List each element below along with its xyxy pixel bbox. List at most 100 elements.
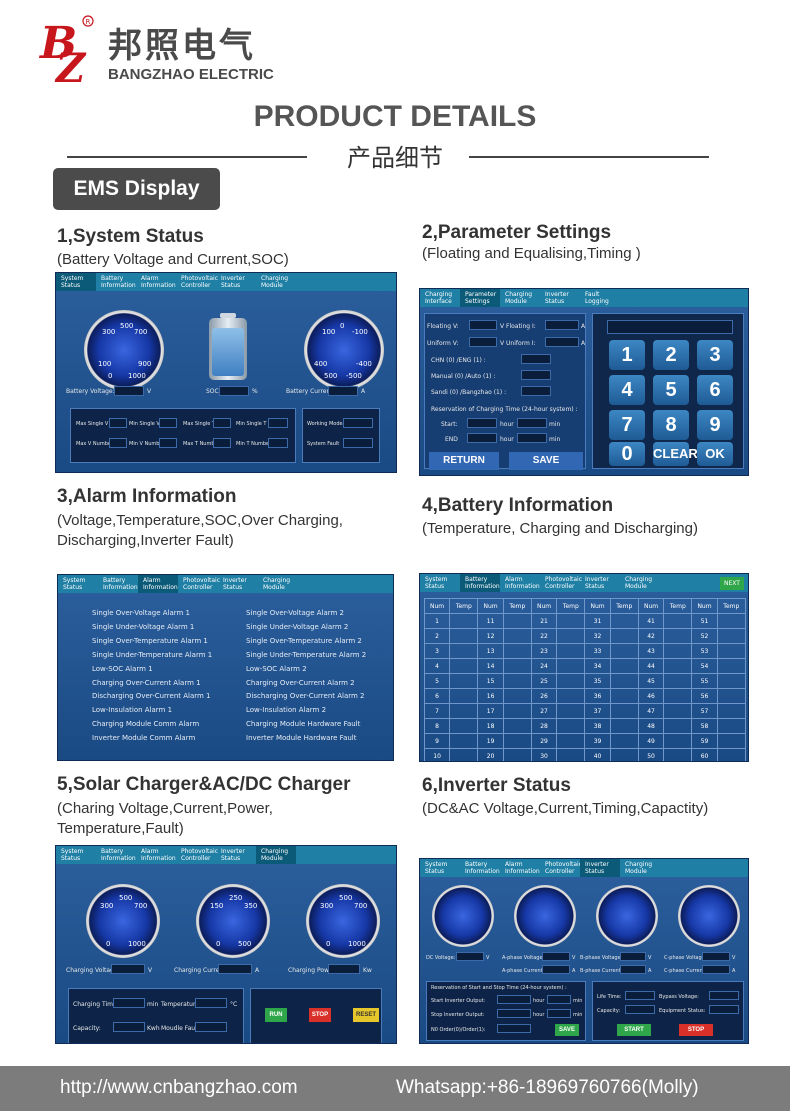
tab-alarm-information[interactable]: Alarm Information — [141, 275, 176, 289]
tab-charging-module[interactable]: Charging Module — [256, 846, 296, 864]
tab-battery-information[interactable]: Battery Information — [465, 861, 500, 875]
start-min-input[interactable] — [517, 418, 547, 428]
tab-parameter-settings[interactable]: Parameter Settings — [460, 289, 500, 307]
tab-inverter-status[interactable]: Inverter Status — [580, 859, 620, 877]
key-8[interactable]: 8 — [653, 410, 689, 440]
reset-button[interactable]: RESET — [353, 1008, 379, 1022]
tab-battery-information[interactable]: Battery Information — [101, 848, 136, 862]
cell-temperature — [716, 643, 747, 659]
tab-photovoltaic-controller[interactable]: Photovoltaic Controller — [181, 848, 218, 862]
end-min-input[interactable] — [517, 433, 547, 443]
tab-system-status[interactable]: System Status — [425, 576, 448, 590]
key-2[interactable]: 2 — [653, 340, 689, 370]
battery-voltage-gauge: 500 300 700 100 900 0 1000 — [84, 310, 164, 390]
cell-number: 55 — [691, 673, 718, 689]
return-button[interactable]: RETURN — [429, 452, 499, 470]
cell-number: 40 — [584, 748, 611, 761]
key-6[interactable]: 6 — [697, 375, 733, 405]
c-phase-gauge — [678, 885, 740, 947]
tab-photovoltaic-controller[interactable]: Photovoltaic Controller — [545, 861, 582, 875]
key-5[interactable]: 5 — [653, 375, 689, 405]
cell-number: 24 — [530, 658, 558, 674]
tab-system-status[interactable]: System Status — [56, 273, 96, 291]
tab-charging-interface[interactable]: Charging Interface — [425, 291, 453, 305]
tab-inverter-status[interactable]: Inverter Status — [585, 576, 609, 590]
inverter-start-button[interactable]: START — [617, 1024, 651, 1036]
cell-number: 48 — [637, 718, 665, 734]
cell-number: 41 — [637, 613, 665, 629]
cell-number: 44 — [637, 658, 665, 674]
tab-battery-information[interactable]: Battery Information — [460, 574, 500, 592]
key-7[interactable]: 7 — [609, 410, 645, 440]
tab-inverter-status[interactable]: Inverter Status — [545, 291, 569, 305]
battery-information-screen: System Status Battery Information Alarm … — [419, 573, 749, 762]
table-row: 3 13 23 33 43 53 — [423, 643, 747, 659]
cell-number: 27 — [530, 703, 558, 719]
keypad: 1 2 3 4 5 6 7 8 9 0 CLEAR OK — [592, 313, 744, 469]
cell-number: 12 — [477, 628, 504, 644]
screen-body: 500 300 700 100 900 0 1000 0 100 -100 40… — [56, 291, 396, 472]
tab-system-status[interactable]: System Status — [425, 861, 448, 875]
cell-temperature — [663, 718, 693, 734]
stop-button[interactable]: STOP — [309, 1008, 331, 1022]
inverter-stop-button[interactable]: STOP — [679, 1024, 713, 1036]
tab-photovoltaic-controller[interactable]: Photovoltaic Controller — [545, 576, 582, 590]
mode-input[interactable] — [521, 370, 551, 380]
cell-number: 56 — [691, 688, 718, 704]
key-ok[interactable]: OK — [697, 442, 733, 466]
key-clear[interactable]: CLEAR — [653, 442, 698, 466]
cell-temperature — [663, 703, 693, 719]
tab-inverter-status[interactable]: Inverter Status — [223, 577, 247, 591]
key-9[interactable]: 9 — [697, 410, 733, 440]
alarm-item: Single Over-Temperature Alarm 1 — [92, 636, 208, 645]
key-4[interactable]: 4 — [609, 375, 645, 405]
tab-battery-information[interactable]: Battery Information — [101, 275, 136, 289]
start-hour-input[interactable] — [467, 418, 497, 428]
param-tabs: Charging Interface Parameter Settings Ch… — [420, 289, 748, 307]
tab-battery-information[interactable]: Battery Information — [103, 577, 138, 591]
table-row: 2 12 22 32 42 52 — [423, 628, 747, 644]
key-3[interactable]: 3 — [697, 340, 733, 370]
cell-temperature — [609, 628, 639, 644]
save-button[interactable]: SAVE — [509, 452, 583, 470]
floating-v-input[interactable] — [469, 320, 497, 330]
tab-fault-logging[interactable]: Fault Logging — [585, 291, 609, 305]
tab-system-status[interactable]: System Status — [61, 848, 84, 862]
tab-alarm-information[interactable]: Alarm Information — [141, 848, 176, 862]
cell-temperature — [556, 673, 586, 689]
cell-number: 57 — [691, 703, 718, 719]
inverter-save-button[interactable]: SAVE — [555, 1024, 579, 1036]
key-0[interactable]: 0 — [609, 442, 645, 466]
tab-charging-module[interactable]: Charging Module — [505, 291, 533, 305]
tab-charging-module[interactable]: Charging Module — [625, 861, 653, 875]
tab-charging-module[interactable]: Charging Module — [263, 577, 291, 591]
bangzhao-logo: B Z R — [38, 15, 94, 86]
tab-alarm-information[interactable]: Alarm Information — [505, 861, 540, 875]
tab-photovoltaic-controller[interactable]: Photovoltaic Controller — [183, 577, 220, 591]
page-subtitle: 产品细节 — [347, 144, 443, 172]
tab-system-status[interactable]: System Status — [63, 577, 86, 591]
run-button[interactable]: RUN — [265, 1008, 287, 1022]
key-1[interactable]: 1 — [609, 340, 645, 370]
tab-inverter-status[interactable]: Inverter Status — [221, 275, 245, 289]
battery-temperature-table: Num Temp Num Temp Num Temp Num Temp Num Temp Num Te… — [423, 598, 747, 761]
website-link[interactable]: http://www.cnbangzhao.com — [60, 1077, 298, 1098]
uniform-v-input[interactable] — [469, 337, 497, 347]
cell-temperature — [502, 658, 532, 674]
language-input[interactable] — [521, 354, 551, 364]
alarm-body: Single Over-Voltage Alarm 1 Single Under-… — [58, 593, 393, 760]
tab-photovoltaic-controller[interactable]: Photovoltaic Controller — [181, 275, 218, 289]
brand-input[interactable] — [521, 386, 551, 396]
tab-charging-module[interactable]: Charging Module — [625, 576, 653, 590]
tab-alarm-information[interactable]: Alarm Information — [138, 575, 178, 593]
tab-charging-module[interactable]: Charging Module — [261, 275, 289, 289]
tab-alarm-information[interactable]: Alarm Information — [505, 576, 540, 590]
battery-tabs: System Status Battery Information Alarm … — [420, 574, 748, 592]
floating-i-input[interactable] — [545, 320, 579, 330]
param-form: Floating V: V Floating I: A Uniform V: V… — [424, 313, 586, 470]
end-hour-input[interactable] — [467, 433, 497, 443]
next-button[interactable]: NEXT — [720, 577, 744, 590]
section-3-desc-2: Discharging,Inverter Fault) — [57, 532, 234, 549]
uniform-i-input[interactable] — [545, 337, 579, 347]
tab-inverter-status[interactable]: Inverter Status — [221, 848, 245, 862]
